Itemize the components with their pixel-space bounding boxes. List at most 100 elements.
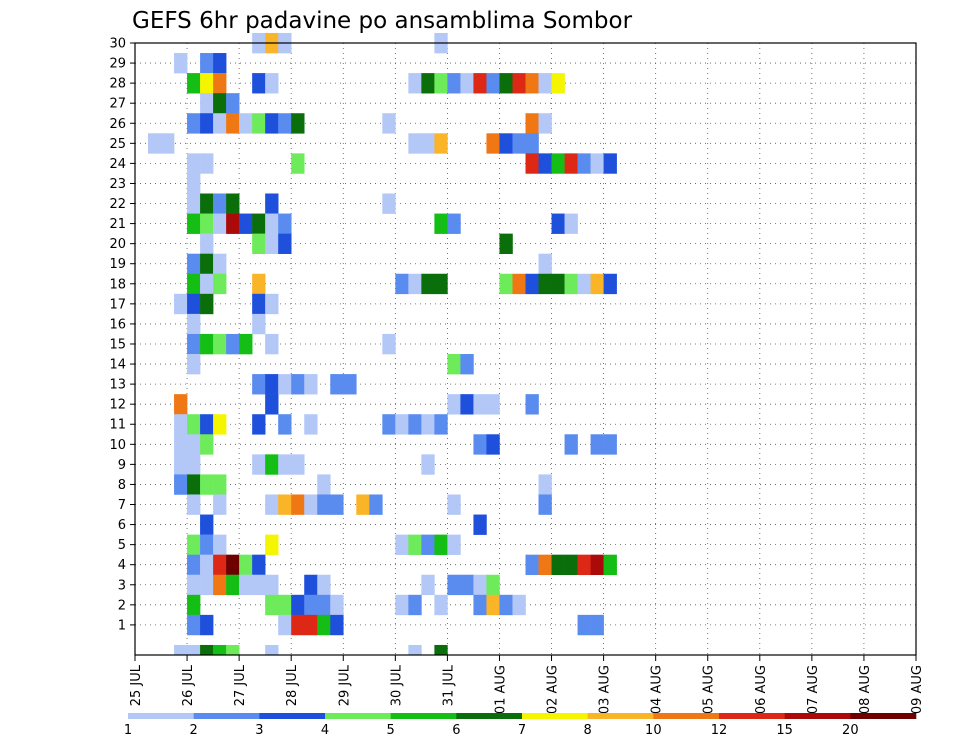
heatmap-cell <box>252 313 266 335</box>
heatmap-cell <box>252 213 266 234</box>
x-tick-label: 05 AUG <box>702 665 717 714</box>
heatmap-cell <box>265 293 279 315</box>
heatmap-cell <box>434 213 448 234</box>
heatmap-cell <box>434 73 448 94</box>
heatmap-cell <box>213 554 227 576</box>
heatmap-cell <box>252 454 266 475</box>
heatmap-cell <box>226 193 240 214</box>
heatmap-cell <box>369 494 383 515</box>
heatmap-cell <box>200 253 214 275</box>
heatmap-cell <box>213 93 227 114</box>
heatmap-cell <box>473 434 487 455</box>
heatmap-cell <box>499 594 513 616</box>
heatmap-cell <box>564 273 578 295</box>
heatmap-cell <box>408 644 422 656</box>
colorbar-label: 6 <box>452 723 460 738</box>
colorbar-label: 20 <box>842 723 859 738</box>
heatmap-cell <box>239 333 253 355</box>
heatmap-cell <box>382 333 396 355</box>
heatmap-cell <box>434 534 448 555</box>
colorbar-label: 4 <box>321 723 329 738</box>
x-tick-label: 28 JUL <box>285 664 300 706</box>
heatmap-cell <box>265 73 279 94</box>
heatmap-cell <box>252 273 266 295</box>
heatmap-cell <box>252 574 266 596</box>
heatmap-cell <box>460 394 474 415</box>
y-tick-label: 25 <box>109 137 126 152</box>
y-tick-label: 29 <box>109 57 126 72</box>
heatmap-cell <box>434 644 448 656</box>
y-tick-label: 4 <box>118 558 126 573</box>
heatmap-cell <box>174 293 188 315</box>
heatmap-cell <box>187 313 201 335</box>
heatmap-cell <box>343 374 357 395</box>
colorbar-segment <box>456 713 523 719</box>
heatmap-cell <box>252 233 266 254</box>
heatmap-cell <box>226 93 240 114</box>
heatmap-cell <box>239 574 253 596</box>
y-axis-ticks: 1234567891011121314151617181920212223242… <box>109 37 135 633</box>
heatmap-cell <box>200 233 214 254</box>
y-tick-label: 12 <box>109 398 126 413</box>
x-tick-label: 31 JUL <box>441 664 456 706</box>
y-tick-label: 21 <box>109 217 126 232</box>
heatmap-cell <box>330 374 344 395</box>
heatmap-cell <box>265 534 279 555</box>
y-tick-label: 26 <box>109 117 126 132</box>
heatmap-cell <box>317 494 331 515</box>
heatmap-cell <box>603 153 617 174</box>
heatmap-cell <box>187 594 201 616</box>
colorbar-segment <box>390 713 457 719</box>
x-tick-label: 27 JUL <box>233 664 248 706</box>
heatmap-cell <box>421 133 435 154</box>
heatmap-cell <box>564 213 578 234</box>
heatmap-cell <box>278 233 292 254</box>
heatmap-cell <box>499 73 513 94</box>
x-tick-label: 09 AUG <box>910 665 925 714</box>
heatmap-cell <box>434 414 448 435</box>
heatmap-cell <box>434 273 448 295</box>
heatmap-cell <box>590 273 604 295</box>
heatmap-cell <box>200 574 214 596</box>
heatmap-cell <box>265 594 279 616</box>
heatmap-cell <box>291 374 305 395</box>
heatmap-cell <box>421 454 435 475</box>
heatmap-cell <box>265 574 279 596</box>
heatmap-cell <box>278 213 292 234</box>
heatmap-cell <box>434 133 448 154</box>
heatmap-cell <box>421 73 435 94</box>
heatmap-cell <box>460 354 474 375</box>
heatmap-cell <box>187 614 201 636</box>
heatmap-cell <box>304 594 318 616</box>
heatmap-cell <box>265 213 279 234</box>
heatmap-cell <box>512 133 526 154</box>
heatmap-cell <box>473 73 487 94</box>
x-tick-label: 08 AUG <box>858 665 873 714</box>
heatmap-cell <box>304 374 318 395</box>
heatmap-cell <box>174 53 188 74</box>
heatmap-cell <box>304 574 318 596</box>
colorbar-label: 10 <box>645 723 662 738</box>
heatmap-cell <box>213 494 227 515</box>
heatmap-cell <box>213 534 227 555</box>
heatmap-cell <box>304 494 318 515</box>
heatmap-cell <box>174 474 188 495</box>
heatmap-cell <box>525 153 539 174</box>
colorbar-segment <box>653 713 720 719</box>
heatmap-cell <box>434 594 448 616</box>
heatmap-cell <box>252 554 266 576</box>
heatmap-cell <box>200 614 214 636</box>
heatmap-cell <box>200 113 214 134</box>
heatmap-cell <box>174 414 188 435</box>
heatmap-cell <box>252 414 266 435</box>
heatmap-cell <box>200 213 214 234</box>
heatmap-cell <box>590 554 604 576</box>
colorbar-label: 2 <box>190 723 198 738</box>
y-tick-label: 24 <box>109 157 126 172</box>
y-tick-label: 23 <box>109 177 126 192</box>
heatmap-cell <box>200 73 214 94</box>
heatmap-cell <box>330 594 344 616</box>
heatmap-cell <box>512 594 526 616</box>
heatmap-cell <box>473 594 487 616</box>
colorbar-segment <box>850 713 917 719</box>
